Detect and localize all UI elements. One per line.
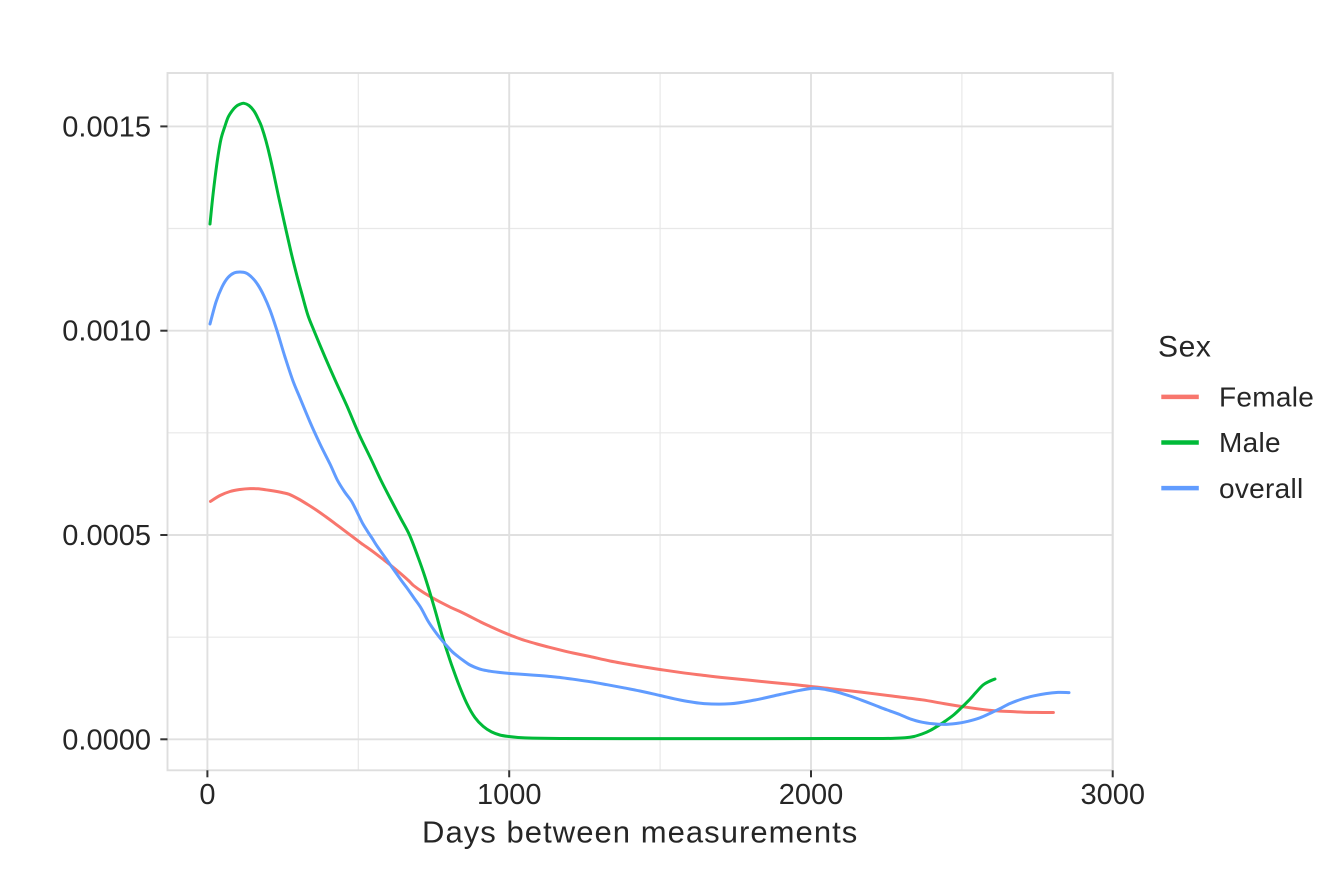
svg-text:0: 0	[199, 779, 215, 811]
svg-text:0.0010: 0.0010	[62, 316, 151, 348]
svg-text:Female: Female	[1219, 382, 1314, 413]
svg-text:Sex: Sex	[1158, 330, 1212, 363]
svg-text:3000: 3000	[1080, 779, 1145, 811]
svg-text:1000: 1000	[477, 779, 542, 811]
svg-text:0.0015: 0.0015	[62, 111, 151, 143]
svg-text:2000: 2000	[779, 779, 844, 811]
svg-text:overall: overall	[1219, 473, 1304, 504]
svg-text:Male: Male	[1219, 427, 1281, 458]
svg-text:0.0000: 0.0000	[62, 724, 151, 756]
svg-text:Days between measurements: Days between measurements	[422, 815, 858, 850]
svg-text:0.0005: 0.0005	[62, 520, 151, 552]
